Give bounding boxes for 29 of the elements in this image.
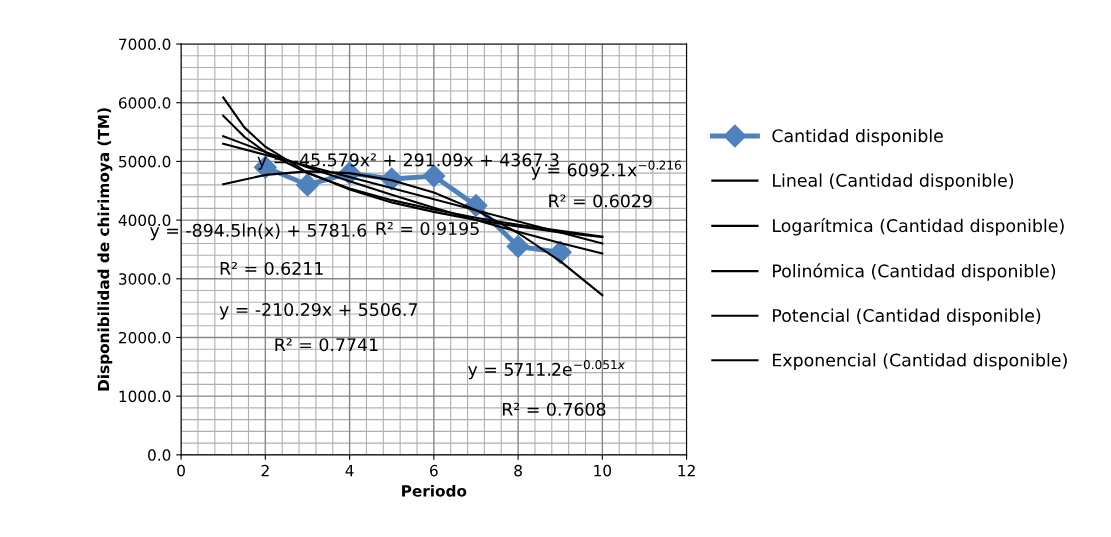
legend-label: Logarítmica (Cantidad disponible): [773, 218, 1064, 236]
y-tick-label: 5000.0: [119, 155, 171, 168]
x-tick-label: 12: [678, 464, 695, 477]
y-tick-label: 2000.0: [119, 331, 171, 344]
y-tick-label: 0.0: [148, 449, 171, 461]
y-axis-title: Disponibilidad de chirimoya (TM): [97, 108, 113, 391]
x-tick-label: 2: [261, 464, 269, 477]
annotation: y = -210.29x + 5506.7: [219, 302, 417, 320]
x-tick-label: 0: [177, 464, 185, 477]
annotation: R² = 0.7741: [275, 338, 378, 352]
annotation: R² = 0.7608: [502, 402, 606, 416]
y-tick-label: 6000.0: [118, 97, 171, 109]
x-tick-label: 8: [514, 464, 522, 477]
legend-label: Exponencial (Cantidad disponible): [773, 353, 1067, 370]
y-tick-label: 3000.0: [119, 273, 171, 285]
annotation: y = 5711.2e$^{−0.051x}$: [468, 360, 626, 380]
y-tick-label: 7000.0: [119, 38, 171, 51]
x-tick-label: 10: [594, 464, 612, 477]
annotation: R² = 0.6211: [220, 261, 323, 276]
x-tick-label: 4: [345, 465, 354, 477]
x-axis-title: Periodo: [402, 484, 467, 497]
legend-label: Cantidad disponible: [772, 128, 943, 146]
annotation: R² = 0.9195: [376, 221, 479, 236]
legend-label: Polinómica (Cantidad disponible): [773, 263, 1056, 281]
x-tick-label: 6: [430, 464, 438, 477]
y-tick-label: 1000.0: [119, 390, 171, 403]
legend-label: Lineal (Cantidad disponible): [773, 173, 1014, 191]
annotation: R² = 0.6029: [549, 194, 652, 208]
legend-label: Potencial (Cantidad disponible): [773, 308, 1041, 326]
